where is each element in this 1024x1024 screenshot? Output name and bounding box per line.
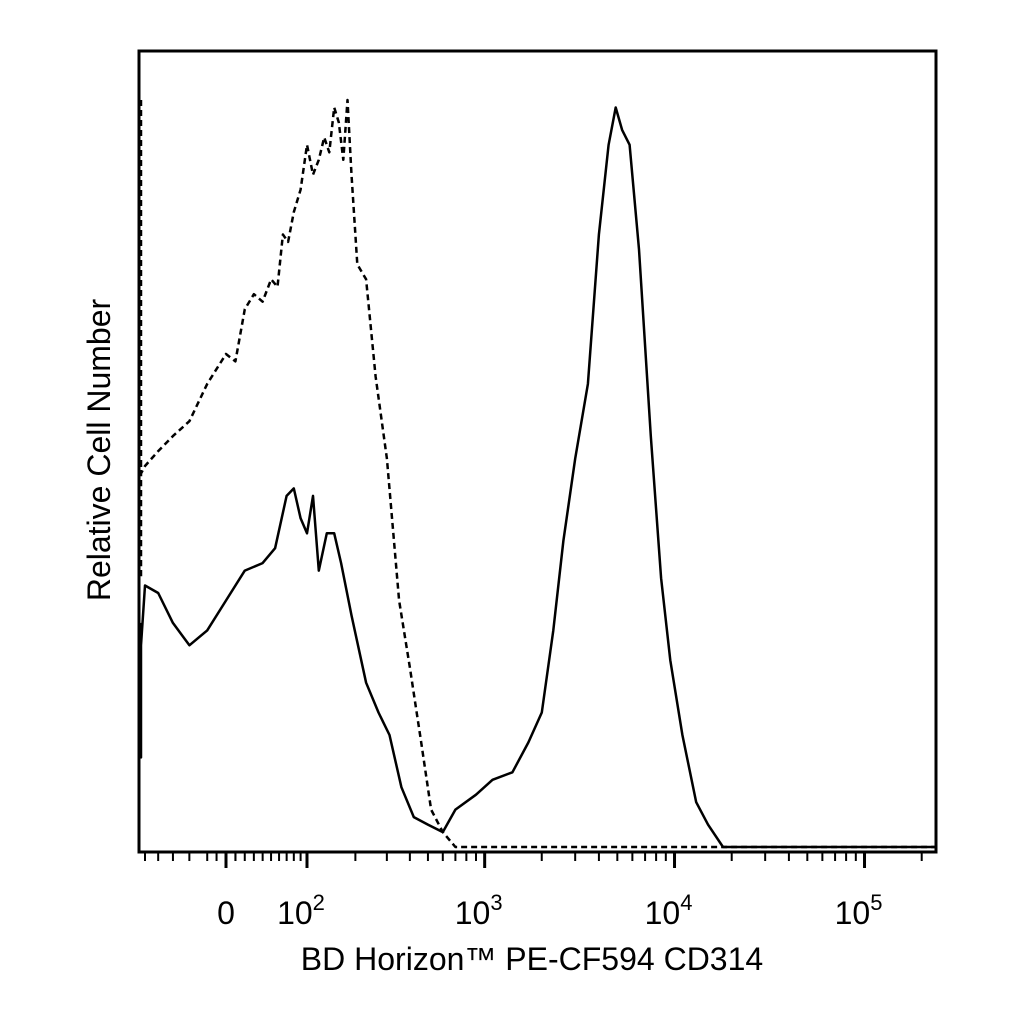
minor-ticks xyxy=(144,852,923,861)
x-axis-label: BD Horizon™ PE-CF594 CD314 xyxy=(301,941,763,977)
x-tick-label: 104 xyxy=(645,890,693,931)
x-tick-label: 105 xyxy=(835,890,883,931)
x-tick-label: 102 xyxy=(277,890,325,931)
x-tick-labels: 0 102 103 104 105 xyxy=(217,890,882,931)
series-line-dashed xyxy=(139,98,936,849)
x-tick-label: 103 xyxy=(455,890,503,931)
plot-frame xyxy=(137,49,938,854)
x-tick-label: 0 xyxy=(217,895,235,931)
series-line-solid xyxy=(139,106,936,849)
y-axis-label: Relative Cell Number xyxy=(81,298,117,601)
series-layer xyxy=(139,98,936,849)
major-ticks xyxy=(224,852,867,868)
